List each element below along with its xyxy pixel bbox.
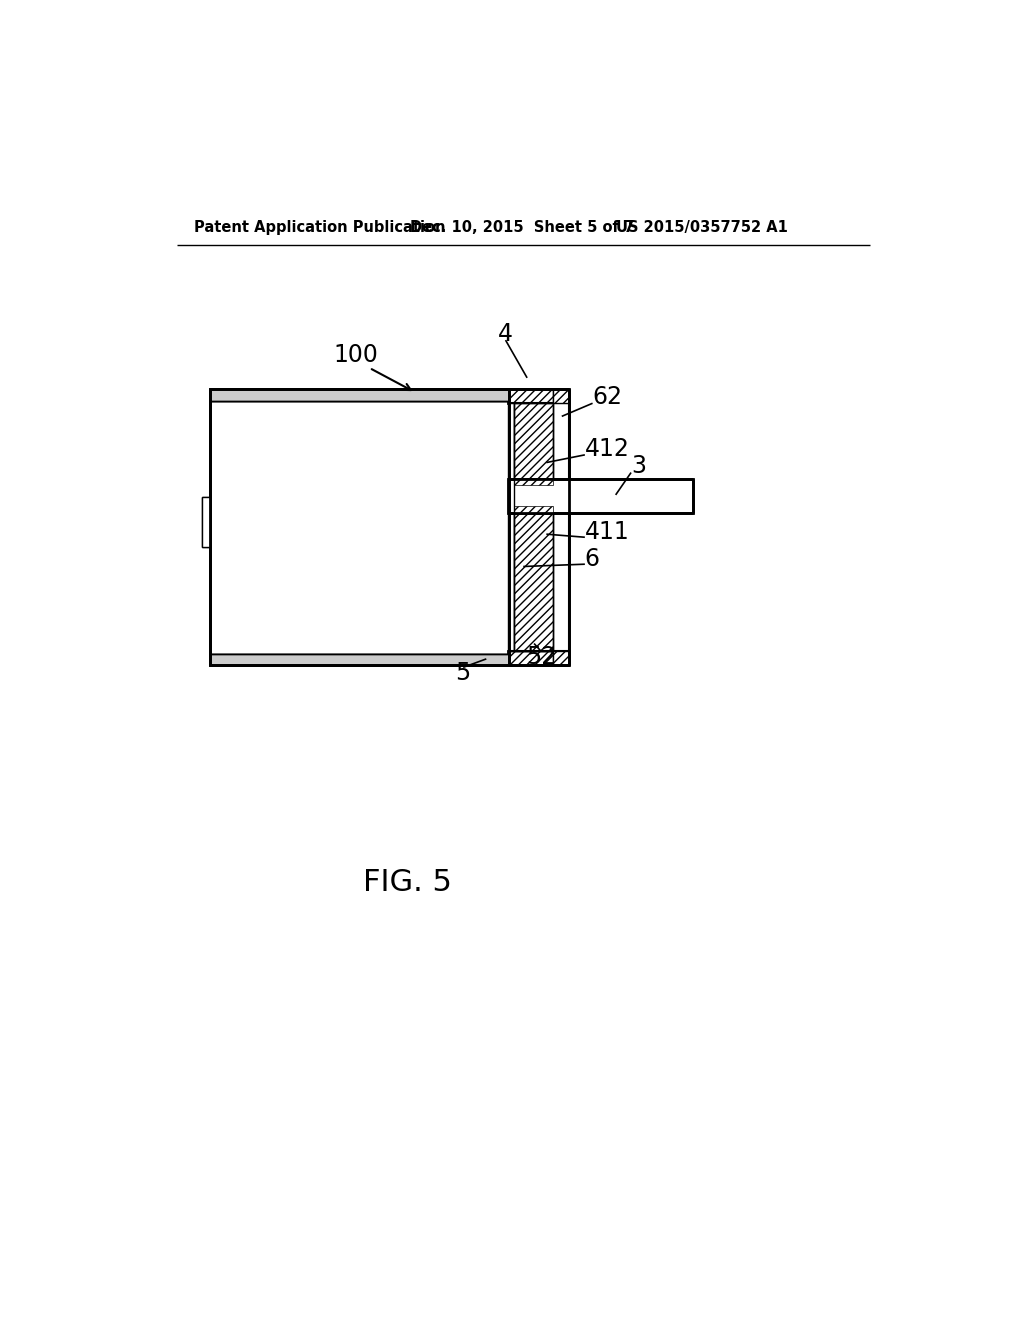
Text: 5: 5 xyxy=(456,661,471,685)
Bar xyxy=(202,498,210,548)
Bar xyxy=(210,389,509,401)
Bar xyxy=(508,651,569,665)
Bar xyxy=(202,498,210,548)
Bar xyxy=(514,512,553,651)
Bar xyxy=(553,389,569,404)
Bar xyxy=(210,653,509,665)
Bar xyxy=(508,651,553,665)
Bar xyxy=(508,389,553,404)
Bar xyxy=(508,404,514,651)
Text: Patent Application Publication: Patent Application Publication xyxy=(194,220,445,235)
Text: 412: 412 xyxy=(585,437,630,462)
Bar xyxy=(210,653,509,665)
Bar xyxy=(514,507,553,512)
Bar xyxy=(553,404,569,651)
Text: 52: 52 xyxy=(526,645,556,669)
Bar xyxy=(514,479,553,484)
Text: FIG. 5: FIG. 5 xyxy=(364,867,453,896)
Text: 3: 3 xyxy=(631,454,646,478)
Bar xyxy=(553,651,569,665)
Bar xyxy=(210,389,509,665)
Bar xyxy=(210,389,509,665)
Text: 4: 4 xyxy=(498,322,513,346)
Text: 100: 100 xyxy=(334,343,379,367)
Text: 62: 62 xyxy=(593,385,623,409)
Bar xyxy=(508,389,569,404)
Text: Dec. 10, 2015  Sheet 5 of 7: Dec. 10, 2015 Sheet 5 of 7 xyxy=(410,220,634,235)
Text: US 2015/0357752 A1: US 2015/0357752 A1 xyxy=(615,220,787,235)
Bar xyxy=(514,404,553,479)
Bar xyxy=(210,389,509,401)
Bar xyxy=(508,479,692,512)
Text: 6: 6 xyxy=(585,546,600,570)
Text: 411: 411 xyxy=(585,520,630,544)
